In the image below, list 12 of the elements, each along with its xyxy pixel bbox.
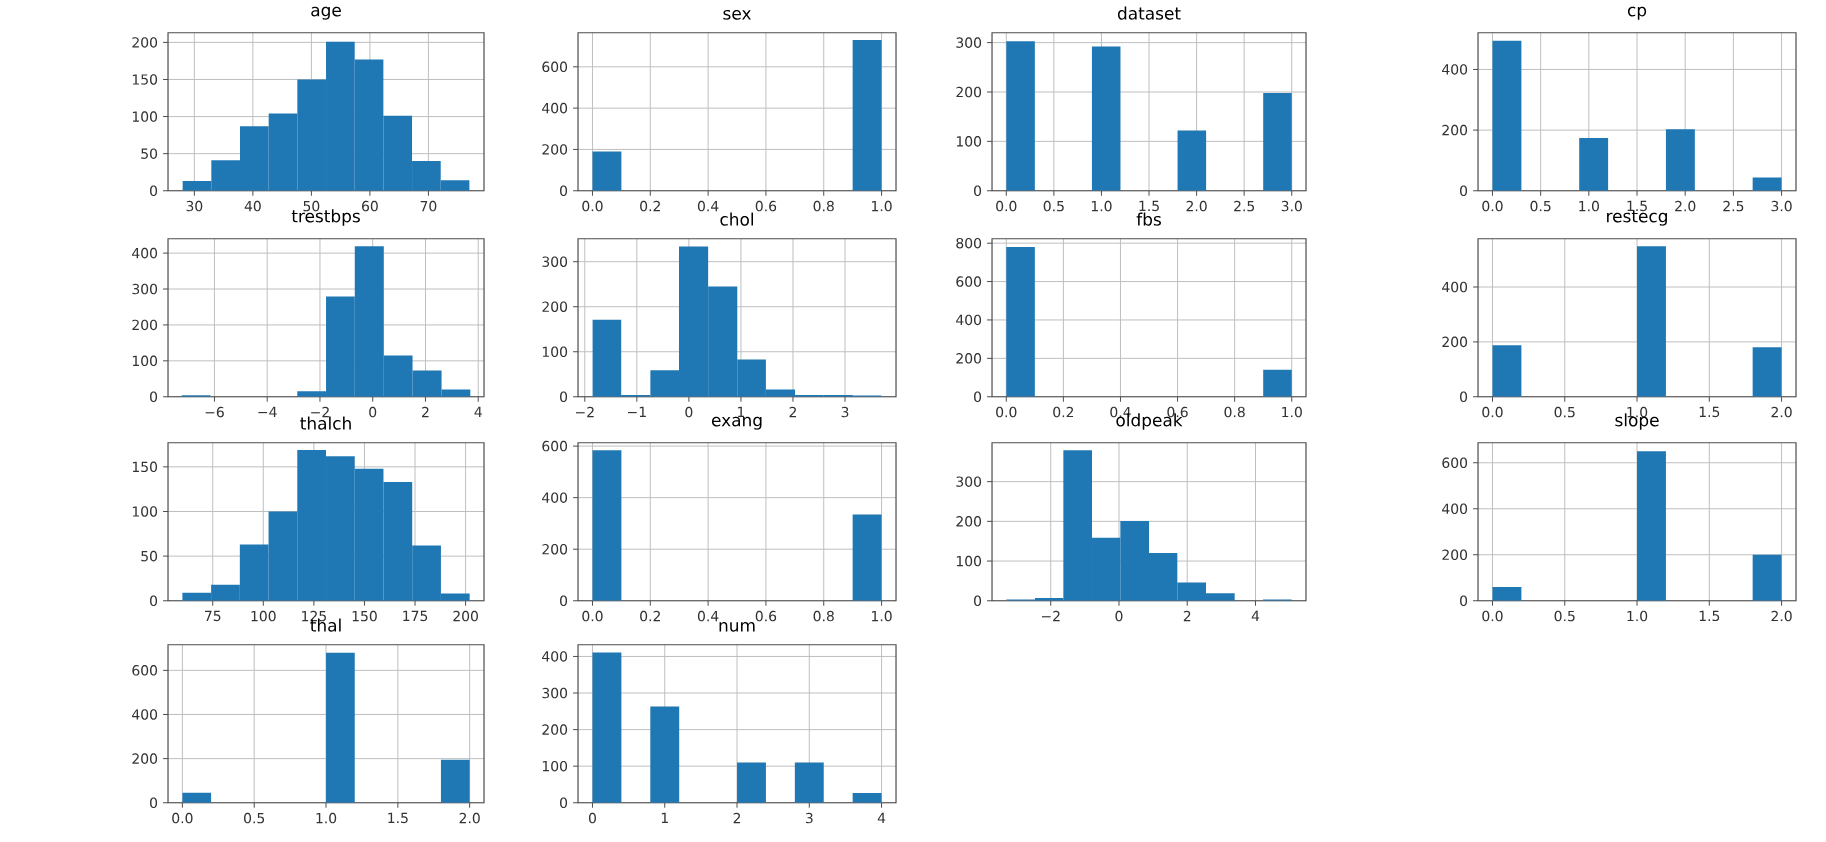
chart-title: num [719, 621, 755, 632]
chart-title: trestbps [291, 208, 360, 226]
chart-title: cp [1627, 6, 1647, 20]
chart-title: thal [310, 618, 341, 632]
chart-title: thalch [300, 416, 351, 430]
chart-title: sex [723, 9, 751, 20]
chart-title: restecg [1607, 209, 1667, 226]
chart-title: dataset [1117, 6, 1181, 20]
chart-title: chol [720, 212, 753, 226]
chart-title: exang [711, 416, 762, 430]
chart-title: age [311, 6, 341, 20]
chart-title: fbs [1136, 212, 1161, 226]
